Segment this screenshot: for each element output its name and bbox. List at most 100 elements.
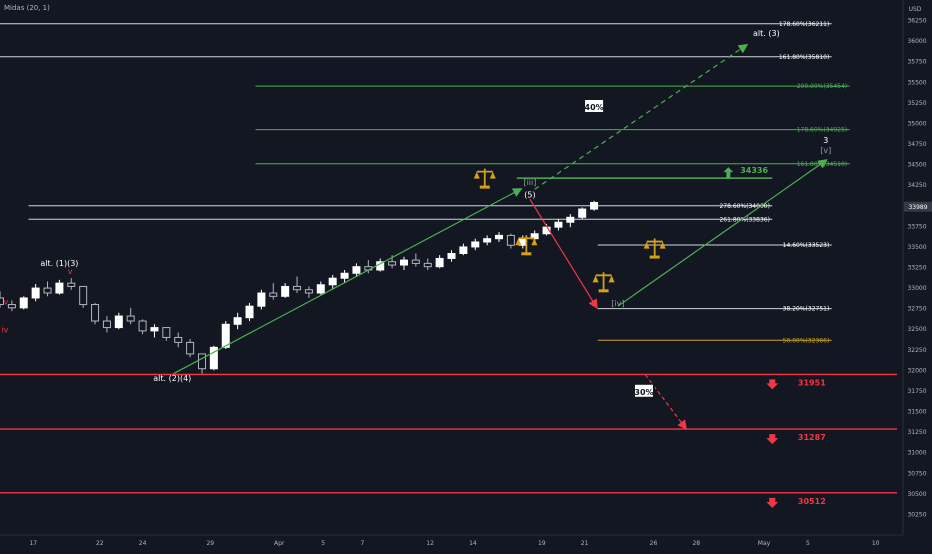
fib-label-5: 278.60%(34000)	[719, 203, 769, 210]
scale-icon	[643, 238, 666, 259]
price-tick-23: 30500	[907, 491, 926, 498]
time-tick-4: Apr	[274, 540, 285, 547]
alt-path-up[interactable]	[534, 43, 749, 190]
probability-box-0	[583, 98, 606, 114]
time-tick-15: 10	[872, 540, 880, 547]
candle	[506, 233, 515, 249]
probability-label-1: 30%	[634, 388, 653, 397]
candle	[150, 324, 159, 338]
candle	[102, 316, 111, 333]
time-tick-10: 21	[581, 540, 589, 547]
down-arrow-icon	[766, 434, 779, 445]
time-tick-1: 22	[96, 540, 104, 547]
candle	[554, 218, 563, 231]
candle	[114, 312, 123, 330]
price-tick-17: 32000	[907, 367, 926, 374]
candle	[31, 283, 40, 302]
probability-box-1	[632, 382, 655, 399]
scale-icon	[515, 235, 538, 256]
candle	[233, 312, 242, 330]
current-price-badge	[904, 201, 932, 212]
candle	[483, 235, 492, 246]
price-tick-5: 35000	[907, 120, 926, 127]
wave-label-2: (5)	[524, 191, 535, 200]
candle	[352, 263, 361, 277]
price-axis[interactable]: USD 36250 36000 35750 35500 35250 35000 34750 3…	[904, 6, 932, 518]
correction-path[interactable]	[529, 198, 598, 310]
wave-label-1: alt. (2)(4)	[153, 374, 191, 383]
time-axis[interactable]: 17 22 24 29 Apr 5 7 12 14 19 21 26 28 May 5 10	[29, 540, 879, 547]
candle	[245, 302, 254, 321]
candle	[459, 243, 468, 256]
candlesticks	[0, 200, 599, 374]
candle	[435, 255, 444, 269]
candle	[423, 258, 432, 270]
fib-label-8: 38.20%(32751)	[783, 306, 830, 313]
support-label-0: 31951	[798, 378, 826, 387]
price-tick-3: 35500	[907, 79, 926, 86]
target-path[interactable]	[617, 159, 828, 307]
time-tick-5: 5	[321, 540, 325, 547]
candle	[197, 353, 206, 374]
candle	[304, 286, 313, 298]
fib-label-3: 178.60%(34925)	[797, 127, 847, 134]
price-tick-7: 34500	[907, 162, 926, 169]
wave-labels: alt. (1)(3) alt. (2)(4) (5) [iii] [iv] 3[v] al…	[1, 29, 831, 399]
time-tick-7: 12	[426, 540, 434, 547]
fib-label-0: 178.60%(36211)	[779, 21, 829, 28]
forecast-paths	[173, 43, 828, 430]
price-tick-13: 33000	[907, 285, 926, 292]
support-label-1: 31287	[798, 433, 826, 442]
candle	[221, 321, 230, 349]
candle	[471, 238, 480, 251]
wave-label-7: alt. (3)	[753, 29, 780, 38]
candle	[590, 200, 599, 211]
wave-label-3: [iii]	[523, 178, 536, 187]
candle	[174, 332, 183, 348]
wave-label-8: v	[4, 298, 9, 307]
candle	[269, 283, 278, 300]
candle	[411, 253, 420, 267]
price-tick-18: 31750	[907, 388, 926, 395]
target-label: 34336	[740, 166, 768, 175]
candle	[126, 307, 135, 325]
price-tick-16: 32250	[907, 347, 926, 354]
price-tick-22: 30750	[907, 470, 926, 477]
price-tick-10: 33750	[907, 223, 926, 230]
fib-label-2: 200.00%(35454)	[797, 83, 847, 90]
price-tick-0: 36250	[907, 18, 926, 25]
candle	[55, 279, 64, 295]
time-tick-12: 28	[692, 540, 700, 547]
candle	[209, 345, 218, 371]
candle	[257, 289, 266, 310]
candle	[91, 302, 100, 325]
price-tick-24: 30250	[907, 511, 926, 518]
price-tick-12: 33250	[907, 265, 926, 272]
currency-label: USD	[909, 6, 922, 13]
indicator-label[interactable]: Midas (20, 1)	[4, 4, 50, 12]
time-tick-8: 14	[469, 540, 477, 547]
time-tick-11: 26	[650, 540, 658, 547]
candle	[399, 256, 408, 270]
candle	[43, 281, 52, 297]
time-tick-2: 24	[139, 540, 147, 547]
fib-label-7: 14.60%(33523)	[783, 242, 830, 249]
price-tick-19: 31500	[907, 409, 926, 416]
candle	[316, 281, 325, 295]
wave-label-0: alt. (1)(3)	[40, 259, 78, 268]
candle	[495, 232, 504, 242]
impulse-path[interactable]	[173, 188, 523, 375]
candle	[79, 285, 88, 308]
time-tick-6: 7	[360, 540, 364, 547]
price-tick-21: 31000	[907, 450, 926, 457]
price-tick-2: 35750	[907, 59, 926, 66]
price-tick-14: 32750	[907, 306, 926, 313]
candle	[566, 214, 575, 228]
candle	[281, 283, 290, 298]
candle	[67, 278, 76, 290]
price-tick-20: 31250	[907, 429, 926, 436]
down-arrow-icon	[766, 497, 779, 508]
price-tick-1: 36000	[907, 38, 926, 45]
